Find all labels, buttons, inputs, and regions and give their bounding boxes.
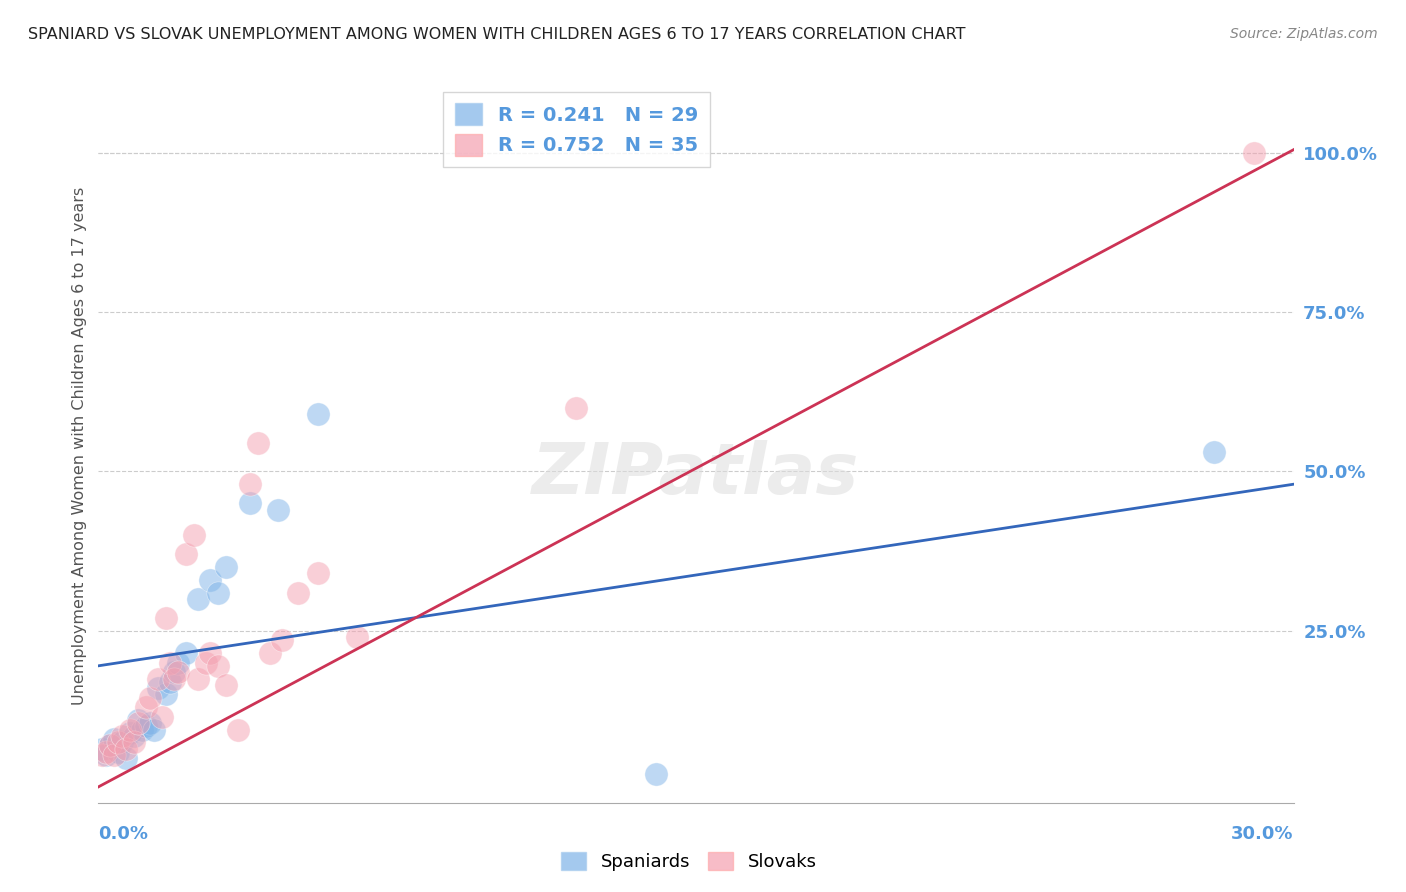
Point: [150, 710, 173, 724]
Point: [103, 732, 125, 747]
Point: [127, 716, 149, 731]
Point: [98, 739, 122, 753]
Point: [148, 672, 170, 686]
Point: [135, 719, 157, 733]
Point: [107, 735, 129, 749]
Point: [135, 700, 157, 714]
Point: [207, 585, 229, 599]
Point: [124, 729, 146, 743]
Point: [107, 745, 129, 759]
Point: [645, 767, 668, 781]
Point: [307, 566, 329, 581]
Point: [96, 745, 118, 759]
Point: [120, 723, 142, 737]
Point: [159, 656, 181, 670]
Legend: R = 0.241   N = 29, R = 0.752   N = 35: R = 0.241 N = 29, R = 0.752 N = 35: [443, 92, 710, 167]
Text: 30.0%: 30.0%: [1232, 825, 1294, 843]
Point: [174, 547, 197, 561]
Point: [115, 741, 138, 756]
Point: [565, 401, 588, 415]
Point: [174, 646, 197, 660]
Text: ZIPatlas: ZIPatlas: [533, 440, 859, 509]
Point: [187, 672, 209, 686]
Point: [198, 646, 221, 660]
Point: [239, 477, 262, 491]
Point: [226, 723, 249, 737]
Point: [148, 681, 170, 695]
Point: [259, 646, 281, 660]
Y-axis label: Unemployment Among Women with Children Ages 6 to 17 years: Unemployment Among Women with Children A…: [72, 187, 87, 705]
Text: 0.0%: 0.0%: [98, 825, 149, 843]
Point: [103, 747, 125, 762]
Legend: Spaniards, Slovaks: Spaniards, Slovaks: [554, 845, 824, 879]
Point: [111, 735, 134, 749]
Point: [96, 747, 118, 762]
Point: [1202, 445, 1225, 459]
Point: [115, 751, 138, 765]
Point: [307, 407, 329, 421]
Point: [215, 678, 238, 692]
Point: [163, 672, 186, 686]
Point: [267, 502, 290, 516]
Point: [187, 591, 209, 606]
Point: [215, 560, 238, 574]
Point: [111, 729, 134, 743]
Text: Source: ZipAtlas.com: Source: ZipAtlas.com: [1230, 27, 1378, 41]
Point: [167, 665, 190, 680]
Point: [287, 585, 309, 599]
Point: [155, 611, 177, 625]
Point: [120, 725, 142, 739]
Point: [167, 656, 190, 670]
Point: [98, 739, 122, 753]
Point: [346, 630, 368, 644]
Point: [143, 723, 166, 737]
Point: [194, 656, 218, 670]
Point: [198, 573, 221, 587]
Point: [91, 741, 114, 756]
Point: [163, 665, 186, 680]
Point: [131, 723, 153, 737]
Point: [207, 658, 229, 673]
Point: [139, 690, 162, 705]
Point: [91, 747, 114, 762]
Point: [155, 688, 177, 702]
Point: [270, 633, 292, 648]
Point: [159, 674, 181, 689]
Point: [127, 713, 149, 727]
Point: [183, 528, 205, 542]
Point: [246, 435, 269, 450]
Point: [139, 716, 162, 731]
Point: [1243, 145, 1265, 160]
Point: [124, 735, 146, 749]
Text: SPANIARD VS SLOVAK UNEMPLOYMENT AMONG WOMEN WITH CHILDREN AGES 6 TO 17 YEARS COR: SPANIARD VS SLOVAK UNEMPLOYMENT AMONG WO…: [28, 27, 966, 42]
Point: [239, 496, 262, 510]
